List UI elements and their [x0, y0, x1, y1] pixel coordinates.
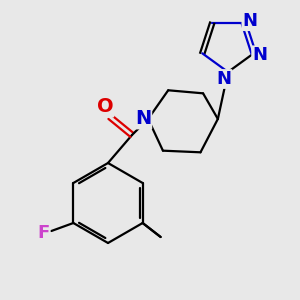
- Text: N: N: [252, 46, 267, 64]
- Text: F: F: [37, 224, 50, 242]
- Text: O: O: [97, 98, 113, 116]
- Text: N: N: [135, 110, 151, 128]
- Text: N: N: [242, 12, 257, 30]
- Text: N: N: [217, 70, 232, 88]
